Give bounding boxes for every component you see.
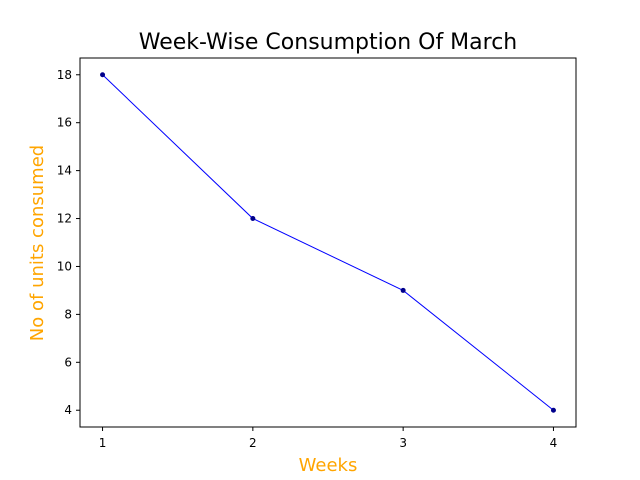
y-tick-label: 16 [57,116,72,130]
x-axis-label: Weeks [299,455,358,476]
x-axis: 1 2 3 4 [99,427,558,450]
data-point [400,287,406,293]
x-tick-label: 1 [99,436,107,450]
series-line [102,74,554,411]
chart-title: Week-Wise Consumption Of March [139,30,518,55]
y-tick-label: 18 [57,68,72,82]
data-point [250,216,256,222]
x-tick-label: 4 [550,436,558,450]
y-tick-label: 8 [64,307,72,321]
y-tick-label: 10 [57,259,72,273]
data-point [100,72,106,78]
y-axis: 4 6 8 10 12 14 16 18 [57,68,80,417]
data-point [550,407,556,413]
y-axis-label: No of units consumed [27,145,48,341]
plot-area-frame [79,57,577,428]
y-tick-label: 4 [64,403,72,417]
y-tick-label: 6 [64,355,72,369]
y-tick-label: 14 [57,164,72,178]
series-points [100,72,556,413]
x-tick-label: 3 [399,436,407,450]
y-tick-label: 12 [57,212,72,226]
x-tick-label: 2 [249,436,257,450]
